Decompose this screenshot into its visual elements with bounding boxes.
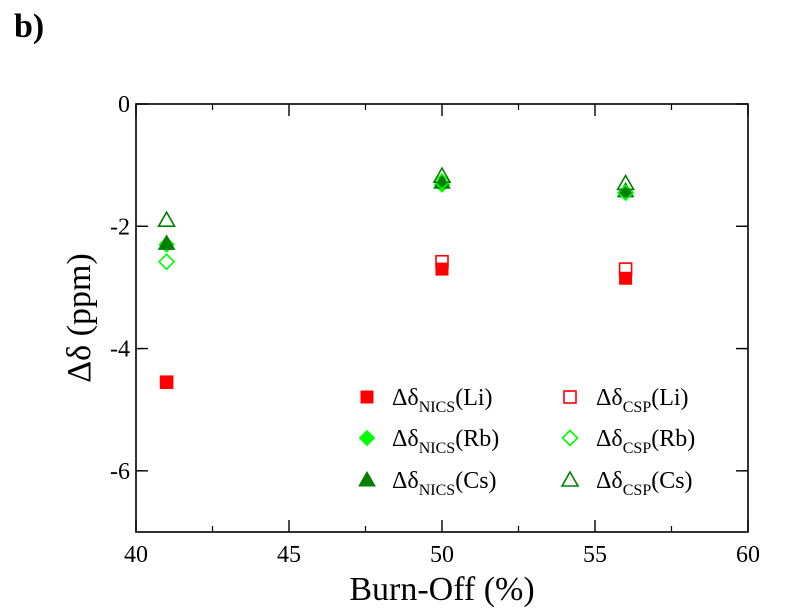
legend-marker: [561, 429, 579, 447]
data-point: [432, 166, 452, 183]
legend-marker: [358, 470, 376, 487]
legend-entry: ΔδCSP(Li): [596, 385, 689, 416]
legend-marker: [358, 429, 376, 447]
data-point: [618, 262, 633, 276]
legend-entry: ΔδNICS(Rb): [392, 426, 499, 457]
data-points: [157, 166, 635, 390]
x-tick-label: 50: [430, 542, 454, 568]
x-tick-label: 45: [277, 542, 301, 568]
x-tick-label: 60: [736, 542, 760, 568]
legend-entry: ΔδCSP(Rb): [596, 426, 695, 457]
data-point: [435, 262, 449, 276]
legend-marker: [563, 390, 577, 404]
y-tick-label: -6: [110, 459, 130, 485]
legend-marker: [360, 390, 374, 404]
legend-entry: ΔδCSP(Cs): [596, 468, 693, 499]
legend: ΔδNICS(Li) ΔδNICS(Rb) ΔδNICS(Cs) ΔδCSP(Li) Δ…: [358, 385, 695, 499]
data-point: [157, 210, 176, 227]
x-axis-title: Burn-Off (%): [349, 571, 534, 608]
data-point: [160, 375, 174, 389]
panel-label: b): [14, 8, 45, 45]
ticks: 40 45 50 55 60 0 -2 -4 -6: [110, 92, 760, 568]
legend-entry: ΔδNICS(Cs): [392, 468, 497, 499]
x-tick-label: 55: [583, 542, 607, 568]
y-tick-label: -2: [110, 214, 130, 240]
legend-entry: ΔδNICS(Li): [392, 385, 493, 416]
data-point: [435, 254, 449, 269]
x-tick-label: 40: [124, 542, 148, 568]
data-point: [619, 271, 633, 285]
data-point: [616, 173, 635, 191]
data-point: [433, 173, 451, 191]
data-point: [159, 375, 174, 390]
y-tick-label: 0: [118, 92, 130, 118]
legend-marker: [560, 470, 580, 487]
y-axis-title: Δδ (ppm): [61, 253, 98, 382]
data-point: [157, 253, 176, 271]
y-tick-label: -4: [110, 337, 130, 363]
data-point: [157, 234, 176, 250]
